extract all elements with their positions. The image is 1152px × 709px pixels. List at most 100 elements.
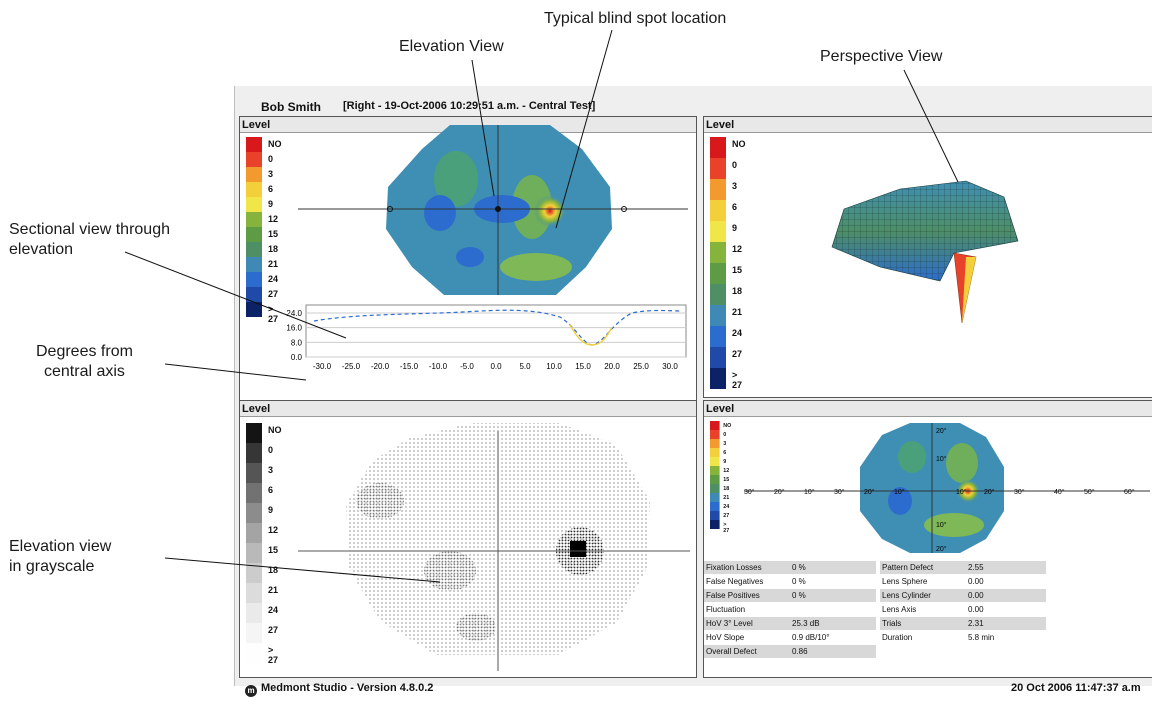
axis-degree-label: 40° <box>1054 488 1065 496</box>
legend-swatch <box>710 457 720 466</box>
x-tick-label: -25.0 <box>342 362 361 371</box>
x-tick-label: 0.0 <box>490 362 502 371</box>
axis-degree-label: 20° <box>936 545 947 553</box>
x-tick-label: 10.0 <box>546 362 562 371</box>
legend-label: 27 <box>723 512 730 519</box>
axis-degree-label: 10° <box>804 488 815 496</box>
leader-sectional <box>124 251 347 339</box>
legend-swatch <box>710 448 720 457</box>
stat-label: Fluctuation <box>706 605 746 614</box>
legend-label: 27 <box>268 625 279 635</box>
legend-swatch <box>246 543 262 563</box>
x-tick-label: -10.0 <box>429 362 448 371</box>
blind-spot-dip <box>569 324 613 346</box>
stat-label: Lens Sphere <box>882 577 928 586</box>
x-tick-label: 15.0 <box>575 362 591 371</box>
leader-grayscale <box>164 557 441 583</box>
callout-sectional-view: Sectional view through elevation <box>9 221 170 258</box>
legend-label: 24 <box>268 605 279 615</box>
legend-label: 24 <box>268 274 279 284</box>
callout-degrees: Degrees from central axis <box>36 343 133 380</box>
legend-label: 21 <box>723 494 730 501</box>
perspective-panel: Level NO 0 3 6 9 12 15 18 21 24 27 > 27 <box>703 116 1152 398</box>
legend-label: NO <box>268 139 282 149</box>
legend-label: 24 <box>723 503 730 510</box>
y-tick-label: 8.0 <box>291 338 303 347</box>
axis-degree-label: 20° <box>774 488 785 496</box>
stat-label: HoV Slope <box>706 633 745 642</box>
legend-swatch <box>246 423 262 443</box>
legend-swatch <box>710 137 726 158</box>
legend-swatch <box>710 347 726 368</box>
legend-label: 9 <box>268 199 274 209</box>
panel-title: Level <box>706 403 735 415</box>
legend-swatch <box>710 493 720 502</box>
legend-swatch <box>246 242 262 257</box>
legend-label: 24 <box>732 328 743 338</box>
x-tick-label: -5.0 <box>460 362 474 371</box>
legend-label: 18 <box>268 565 279 575</box>
axis-degree-label: 50° <box>1084 488 1095 496</box>
legend-label: 12 <box>268 214 279 224</box>
legend-label: 15 <box>723 476 730 483</box>
legend-label: 18 <box>723 485 730 492</box>
legend-label: 0 <box>732 160 738 170</box>
legend-label: 6 <box>268 184 274 194</box>
legend-swatch <box>710 439 720 448</box>
x-tick-label: -15.0 <box>400 362 419 371</box>
legend-swatch <box>710 263 726 284</box>
stat-value: 25.3 dB <box>790 617 876 630</box>
stat-label: Lens Cylinder <box>880 589 968 602</box>
stat-value: 0 % <box>790 561 876 574</box>
legend-label: NO <box>732 139 746 149</box>
report-window: Bob Smith [Right - 19-Oct-2006 10:29:51 … <box>234 86 1152 697</box>
panel-title: Level <box>706 119 735 131</box>
legend-label: 9 <box>723 458 727 465</box>
stat-value: 0.00 <box>968 577 984 586</box>
legend-label: NO <box>723 422 732 429</box>
stat-label: Duration <box>882 633 913 642</box>
stat-value: 0 % <box>792 577 806 586</box>
grayscale-panel: Level NO 0 3 6 9 12 15 18 21 24 27 > 27 <box>239 400 697 678</box>
legend-swatch <box>246 137 262 152</box>
legend-label: 12 <box>732 244 743 254</box>
legend-swatch <box>246 643 262 663</box>
stat-value: 5.8 min <box>968 633 995 642</box>
legend-swatch <box>246 287 262 302</box>
legend-label: 0 <box>268 154 274 164</box>
legend-label: 21 <box>268 259 279 269</box>
legend-swatch <box>246 503 262 523</box>
elevation-map <box>298 125 688 295</box>
legend-swatch <box>246 583 262 603</box>
blind-spot-marker <box>570 541 586 557</box>
stat-label: False Positives <box>704 589 792 602</box>
leader-perspective <box>903 69 959 183</box>
contour-panel: Level NO 0 3 6 9 12 15 18 21 24 27 > 27 30° 20° 10° 30… <box>703 400 1152 678</box>
leader-degrees <box>164 363 307 381</box>
legend-swatch <box>246 257 262 272</box>
axis-degree-label: 20° <box>984 488 995 496</box>
patient-name: Bob Smith <box>261 100 321 114</box>
legend-swatch <box>246 272 262 287</box>
legend-swatch <box>246 302 262 317</box>
legend-label: > 27 <box>268 645 279 665</box>
callout-elevation-view: Elevation View <box>399 38 504 55</box>
callout-grayscale: Elevation view in grayscale <box>9 538 112 575</box>
report-header: Bob Smith [Right - 19-Oct-2006 10:29:51 … <box>235 94 1152 114</box>
stat-label: HoV 3° Level <box>704 617 792 630</box>
medmont-logo-icon: m <box>245 685 257 697</box>
stat-label: Fixation Losses <box>704 561 792 574</box>
axis-degree-label: 10° <box>956 488 967 496</box>
legend-swatch <box>246 197 262 212</box>
stat-value: 2.55 <box>966 561 1046 574</box>
legend-label: 15 <box>732 265 743 275</box>
axis-degree-label: 20° <box>864 488 875 496</box>
legend-swatch <box>710 305 726 326</box>
footer-timestamp: 20 Oct 2006 11:47:37 a.m <box>1011 682 1141 694</box>
axis-degree-label: 20° <box>936 427 947 435</box>
legend-label: NO <box>268 425 282 435</box>
axis-degree-label: 30° <box>1014 488 1025 496</box>
legend-swatch <box>246 167 262 182</box>
footer-app: m Medmont Studio - Version 4.8.0.2 <box>245 682 433 697</box>
